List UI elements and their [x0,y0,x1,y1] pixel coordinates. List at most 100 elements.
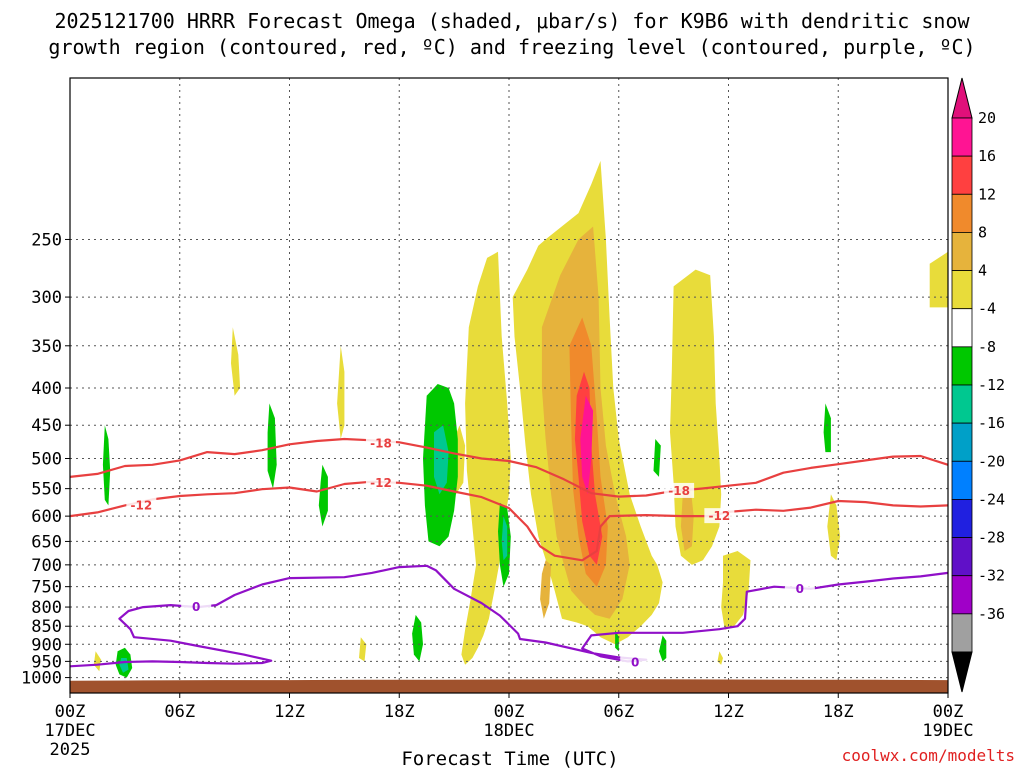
colorbar-swatch-11 [951,537,973,577]
y-tick-label-350: 350 [31,337,62,357]
colorbar-label-6: -8 [978,338,996,356]
snow-growth-minus18-line [69,437,949,498]
y-tick-label-900: 900 [31,635,62,655]
colorbar-label-2: 12 [978,185,996,203]
colorbar-swatch-2 [951,193,973,233]
omega-region-13 [540,560,552,619]
omega-region-29 [434,425,449,495]
colorbar-label-3: 8 [978,223,987,241]
y-tick-label-400: 400 [31,379,62,399]
x-tick-label-6-0: 06Z [164,702,195,722]
x-tick-label-30-0: 06Z [603,702,634,722]
x-tick-label-48-1: 19DEC [922,721,973,741]
y-tick-label-700: 700 [31,556,62,576]
colorbar-swatch-12 [951,575,973,615]
colorbar-label-8: -16 [978,414,1005,432]
omega-region-6 [231,327,241,396]
x-tick-label-24-1: 18DEC [483,721,534,741]
colorbar-swatch-9 [951,460,973,500]
snow-growth-minus12-label-bg-1 [365,474,396,490]
omega-region-21 [102,425,111,506]
omega-region-4 [929,251,948,308]
freezing-level-0-label-0: 0 [192,600,200,614]
colorbar-swatch-8 [951,422,973,462]
omega-region-25 [659,635,667,662]
y-tick-label-250: 250 [31,230,62,250]
freezing-level-0-line [69,564,949,668]
omega-region-5 [827,494,841,561]
x-tick-label-0-1: 17DEC [44,721,95,741]
omega-region-9 [93,651,102,672]
y-tick-label-500: 500 [31,450,62,470]
snow-growth-minus12-label-1: -12 [370,476,392,490]
colorbar-label-7: -12 [978,376,1005,394]
y-tick-label-850: 850 [31,617,62,637]
colorbar-label-11: -28 [978,529,1005,547]
snow-growth-minus12-line [69,480,949,562]
colorbar-bottom-arrow [951,651,973,693]
y-tick-label-550: 550 [31,480,62,500]
freezing-level-0-label-1: 0 [796,582,804,596]
x-tick-label-12-0: 12Z [274,702,305,722]
colorbar-swatch-4 [951,270,973,310]
omega-region-28 [653,439,661,477]
x-tick-label-42-0: 18Z [823,702,854,722]
colorbar-swatch-0 [951,117,973,157]
omega-region-7 [337,345,345,439]
snow-growth-minus18-label-1: -18 [668,484,690,498]
snow-growth-minus12-label-0: -12 [130,498,152,512]
colorbar-swatch-7 [951,384,973,424]
credit-text: coolwx.com/modelts [842,746,1015,765]
omega-region-17 [580,395,594,495]
grid-layer [69,78,949,693]
x-tick-label-0-0: 00Z [55,702,86,722]
y-axis: 2503003504004505005506006507007508008509… [21,230,70,689]
colorbar-swatch-5 [951,308,973,348]
freezing-level-0-label-bg-1 [784,580,815,596]
freezing-level-0-label-2: 0 [631,655,639,669]
y-tick-label-950: 950 [31,652,62,672]
colorbar-label-9: -20 [978,452,1005,470]
omega-region-27 [615,629,619,652]
x-axis-title: Forecast Time (UTC) [401,748,618,768]
colorbar-label-13: -36 [978,605,1005,623]
contour-layer: -18 -18 -12 -12 -12 0 0 0 [69,77,949,694]
omega-region-23 [318,464,328,527]
snow-growth-minus12-label-bg-0 [126,497,157,513]
y-tick-label-300: 300 [31,288,62,308]
colorbar-swatch-13 [951,613,973,653]
omega-region-30 [501,516,508,561]
colorbar-label-10: -24 [978,490,1005,508]
colorbar-label-5: -4 [978,300,996,318]
x-tick-label-18-0: 18Z [384,702,415,722]
colorbar-swatch-3 [951,232,973,271]
colorbar-label-4: 4 [978,262,987,280]
colorbar: 20 16 12 8 4 -4 -8 -12 -16 -20 -24 -28 -32 -36 [951,77,1005,693]
y-tick-label-800: 800 [31,598,62,618]
x-tick-label-36-0: 12Z [713,702,744,722]
omega-region-26 [823,403,831,453]
omega-region-22 [267,403,277,489]
chart-title-line-2: growth region (contoured, red, ºC) and f… [48,35,975,59]
chart-title-line-1: 2025121700 HRRR Forecast Omega (shaded, … [54,9,970,33]
x-tick-label-24-0: 00Z [494,702,525,722]
snow-growth-minus12-label-bg-2 [704,508,735,524]
omega-region-8 [359,637,367,662]
terrain [70,679,948,693]
freezing-level-0-label-bg-2 [620,654,651,670]
y-tick-label-650: 650 [31,532,62,552]
snow-growth-minus18-label-bg-1 [664,482,695,498]
colorbar-swatch-10 [951,499,973,538]
colorbar-label-0: 20 [978,109,996,127]
snow-growth-minus18-label-bg-0 [365,435,396,451]
x-tick-label-0-2: 2025 [50,740,91,760]
colorbar-swatch-6 [951,346,973,386]
snow-growth-minus12-label-2: -12 [709,509,731,523]
omega-region-24 [412,614,423,662]
y-tick-label-750: 750 [31,578,62,598]
snow-growth-minus18-label-0: -18 [370,437,392,451]
x-tick-label-48-0: 00Z [933,702,964,722]
colorbar-top-arrow [951,77,973,119]
